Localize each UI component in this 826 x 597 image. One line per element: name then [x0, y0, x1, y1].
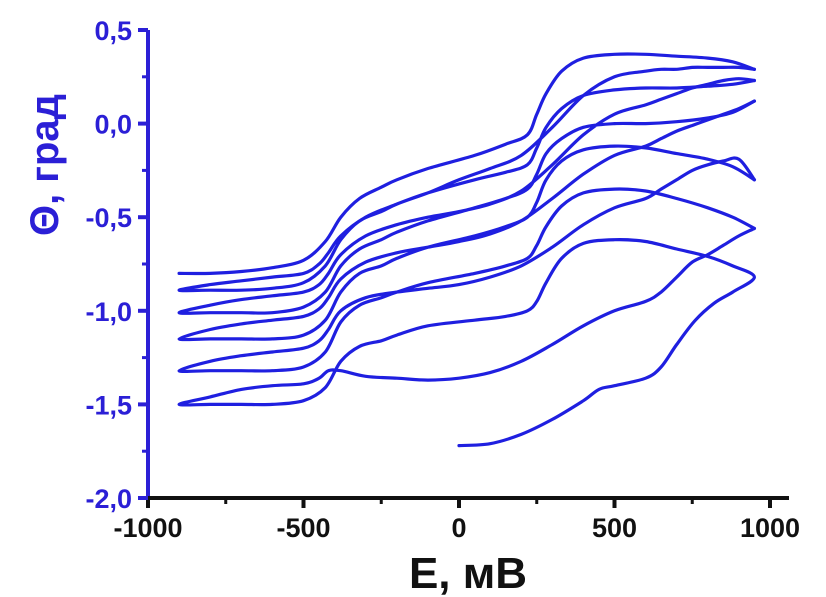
x-tick-label: 0: [451, 513, 466, 543]
x-tick-label: 500: [592, 513, 637, 543]
y-tick-label: -1,0: [85, 297, 132, 327]
plot-series-group: [177, 52, 756, 448]
y-ticks-group: 0,5 0,0 -0,5 -1,0 -1,5 -2,0: [85, 16, 148, 514]
series-line-2: [177, 156, 756, 374]
series-line-5: [177, 65, 756, 293]
series-line-3: [177, 99, 756, 342]
series-line-4: [177, 77, 756, 315]
x-ticks-group: -1000 -500 0 500 1000: [113, 498, 800, 543]
x-axis-label: E, мВ: [409, 549, 527, 597]
y-axis-label: Θ, град: [23, 94, 67, 236]
x-tick-label: 1000: [740, 513, 800, 543]
axes-group: [146, 30, 789, 500]
y-tick-label: -0,5: [85, 203, 132, 233]
y-tick-label: 0,0: [94, 110, 132, 140]
y-tick-label: 0,5: [94, 16, 132, 46]
y-tick-label: -2,0: [85, 484, 132, 514]
x-tick-label: -500: [276, 513, 330, 543]
series-line-6: [177, 52, 756, 276]
y-tick-label: -1,5: [85, 390, 132, 420]
x-tick-label: -1000: [113, 513, 182, 543]
series-line-1: [177, 226, 756, 448]
